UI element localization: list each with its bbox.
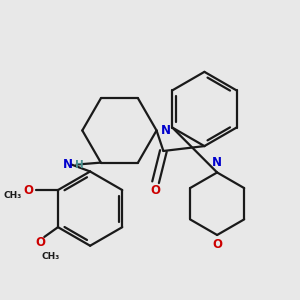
Text: N: N <box>63 158 73 171</box>
Text: CH₃: CH₃ <box>41 252 59 261</box>
Text: O: O <box>151 184 160 196</box>
Text: H: H <box>75 160 84 170</box>
Text: CH₃: CH₃ <box>4 191 22 200</box>
Text: N: N <box>212 156 222 169</box>
Text: O: O <box>24 184 34 196</box>
Text: N: N <box>161 124 171 137</box>
Text: O: O <box>212 238 222 251</box>
Text: O: O <box>35 236 45 249</box>
